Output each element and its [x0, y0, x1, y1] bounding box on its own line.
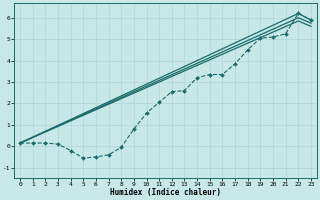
X-axis label: Humidex (Indice chaleur): Humidex (Indice chaleur) — [110, 188, 221, 197]
